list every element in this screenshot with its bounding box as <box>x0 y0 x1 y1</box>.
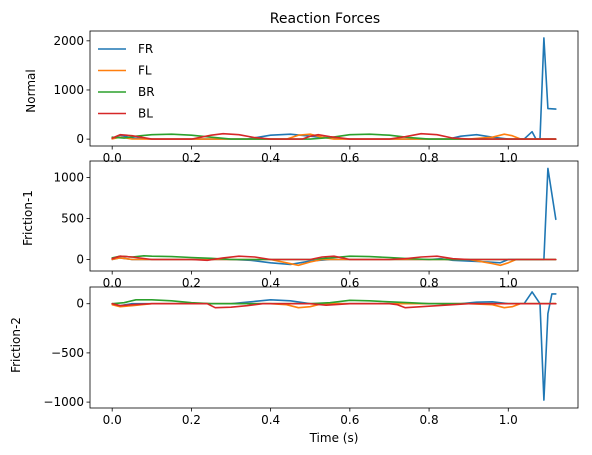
x-tick-label: 0.0 <box>103 276 122 290</box>
friction-1-ylabel: Friction-1 <box>21 190 35 246</box>
series-line-fr <box>111 291 557 401</box>
series-line-bl <box>111 132 557 140</box>
legend-label-fl: FL <box>138 64 152 78</box>
x-tick-label: 0.4 <box>261 276 280 290</box>
x-tick-label: 1.0 <box>499 276 518 290</box>
series-line-bl <box>111 302 557 309</box>
friction-2-subplot: Friction-2 0.0 0.2 0.4 0.6 0.8 1.0 −1000 −500 0 <box>9 286 579 427</box>
series-line-fr <box>111 37 557 140</box>
normal-ylabel: Normal <box>24 69 38 112</box>
series-line-bl <box>111 255 557 262</box>
normal-subplot: Normal 0.0 0.2 0.4 0.6 0.8 1.0 0 1000 2000 <box>24 30 579 165</box>
legend-label-br: BR <box>138 85 155 99</box>
x-tick-label: 1.0 <box>499 413 518 427</box>
x-tick-label: 0.6 <box>340 151 359 165</box>
legend-label-bl: BL <box>138 107 153 121</box>
x-tick-label: 0.8 <box>420 151 439 165</box>
legend-label-fr: FR <box>138 42 153 56</box>
x-tick-label: 0.4 <box>261 151 280 165</box>
y-tick-label: −1000 <box>43 395 84 409</box>
axes-frame <box>89 286 579 409</box>
x-tick-label: 0.6 <box>340 413 359 427</box>
friction-1-subplot: Friction-1 0.0 0.2 0.4 0.6 0.8 1.0 0 500 1000 <box>21 160 579 290</box>
x-tick-label: 0.2 <box>182 276 201 290</box>
y-tick-label: −500 <box>51 346 84 360</box>
y-tick-label: 2000 <box>53 34 84 48</box>
legend: FR FL BR BL <box>98 42 155 121</box>
x-tick-label: 0.8 <box>420 413 439 427</box>
x-tick-label: 0.4 <box>261 413 280 427</box>
y-tick-label: 500 <box>61 211 84 225</box>
y-tick-label: 0 <box>76 132 84 146</box>
x-tick-label: 1.0 <box>499 151 518 165</box>
y-tick-label: 0 <box>76 253 84 267</box>
y-tick-label: 1000 <box>53 170 84 184</box>
chart-title: Reaction Forces <box>270 11 380 27</box>
y-tick-label: 0 <box>76 297 84 311</box>
series-line-br <box>111 133 557 140</box>
x-tick-label: 0.0 <box>103 151 122 165</box>
x-tick-label: 0.0 <box>103 413 122 427</box>
axes-frame <box>89 30 579 147</box>
x-tick-label: 0.6 <box>340 276 359 290</box>
x-tick-label: 0.2 <box>182 413 201 427</box>
x-tick-label: 0.2 <box>182 151 201 165</box>
series-line-fr <box>111 167 557 266</box>
friction-2-ylabel: Friction-2 <box>9 317 23 373</box>
x-tick-label: 0.8 <box>420 276 439 290</box>
y-tick-label: 1000 <box>53 83 84 97</box>
axes-frame <box>89 160 579 272</box>
x-axis-label: Time (s) <box>309 431 359 445</box>
